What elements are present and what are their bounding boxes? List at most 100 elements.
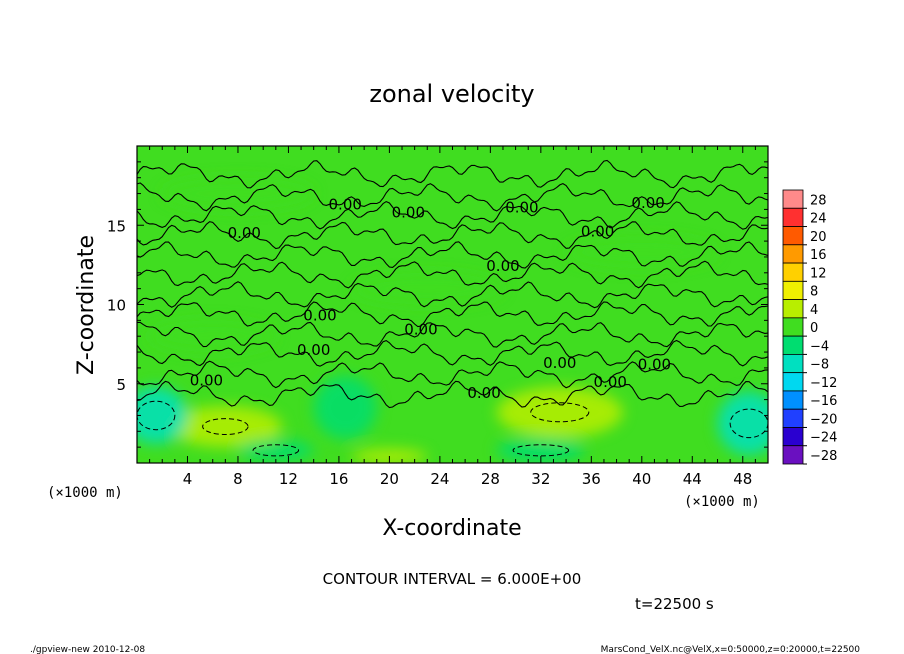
x-tick-label: 40 — [632, 470, 651, 488]
closed-contour — [729, 408, 768, 439]
contour-line — [137, 200, 768, 230]
contour-line — [137, 159, 768, 189]
field-blob — [496, 437, 586, 463]
y-axis-label: Z-coordinate — [74, 235, 99, 375]
x-tick-label: 4 — [183, 470, 193, 488]
colorbar-label: 8 — [810, 285, 818, 300]
colorbar-label: 12 — [810, 266, 827, 281]
colorbar-swatch — [782, 335, 804, 355]
contour-line — [137, 182, 768, 212]
colorbar-swatch — [782, 390, 804, 410]
contour-lines — [137, 159, 768, 457]
colorbar-label: −28 — [810, 449, 837, 464]
x-tick-label: 16 — [329, 470, 348, 488]
contour-line — [137, 281, 768, 309]
closed-contour — [137, 400, 176, 431]
closed-contour — [252, 444, 300, 457]
colorbar-swatch — [782, 262, 804, 282]
colorbar-label: −16 — [810, 394, 837, 409]
time-label: t=22500 s — [635, 595, 714, 613]
contour-label: 0.00 — [228, 224, 261, 242]
colorbar-label: 0 — [810, 321, 818, 336]
x-tick-label: 8 — [233, 470, 243, 488]
colorbar-swatch — [782, 244, 804, 264]
field-blob — [717, 391, 768, 456]
colorbar-swatch — [782, 317, 804, 337]
field-blob — [149, 320, 276, 353]
x-axis-label: X-coordinate — [382, 516, 521, 541]
x-tick-label: 36 — [582, 470, 601, 488]
x-tick-label: 44 — [683, 470, 702, 488]
colorbar-swatch — [782, 372, 804, 392]
x-tick-label: 32 — [531, 470, 550, 488]
contour-label: 0.00 — [467, 384, 500, 402]
footer-left-note: ./gpview-new 2010-12-08 — [30, 645, 145, 654]
y-tick-label: 5 — [116, 376, 126, 394]
contour-label: 0.00 — [303, 306, 336, 324]
contour-line — [137, 301, 768, 328]
contour-line — [137, 339, 768, 367]
contour-label: 0.00 — [297, 341, 330, 359]
colorbar-label: 20 — [810, 230, 827, 245]
contour-label: 0.00 — [392, 203, 425, 221]
field-blob — [313, 375, 377, 440]
colorbar-swatch — [782, 427, 804, 447]
contour-label: 0.00 — [190, 371, 223, 389]
x-axis: 4 8 12 16 20 24 28 32 36 40 44 48 — [149, 146, 769, 488]
x-tick-label: 12 — [279, 470, 298, 488]
x-unit-label: (×1000 m) — [684, 494, 760, 510]
colorbar-swatch — [782, 280, 804, 301]
field-blob — [168, 405, 283, 448]
contour-line — [137, 380, 768, 409]
contour-label: 0.00 — [543, 354, 576, 372]
x-tick-label: 20 — [380, 470, 399, 488]
field-blob — [351, 272, 503, 305]
y-tick-label: 15 — [107, 217, 126, 235]
colorbar-swatch — [782, 207, 804, 227]
field-blob — [237, 439, 314, 462]
colorbar-swatch — [782, 189, 804, 209]
field-blob — [137, 386, 188, 444]
contour-label: 0.00 — [404, 321, 437, 339]
colorbar-label: 28 — [810, 193, 827, 208]
colorbar-label: 4 — [810, 303, 818, 318]
contour-label: 0.00 — [329, 195, 362, 213]
x-tick-label: 28 — [481, 470, 500, 488]
contour-label: 0.00 — [486, 257, 519, 275]
contour-label: 0.00 — [581, 222, 614, 240]
colorbar-label: −4 — [810, 339, 829, 354]
colorbar-label: 24 — [810, 212, 827, 227]
x-tick-label: 24 — [430, 470, 449, 488]
colorbar-swatch — [782, 226, 804, 246]
chart-title: zonal velocity — [369, 80, 534, 108]
y-unit-label: (×1000 m) — [47, 485, 123, 501]
field-blob — [566, 236, 718, 269]
field-blob — [496, 386, 623, 438]
contour-label: 0.00 — [638, 355, 671, 373]
contour-line — [137, 260, 768, 289]
closed-contour — [512, 444, 570, 457]
contour-line — [137, 241, 768, 269]
field-shading — [137, 177, 768, 463]
y-tick-label: 10 — [107, 297, 126, 315]
y-axis: 5 10 15 — [107, 145, 768, 448]
footer-right-note: MarsCond_VelX.nc@VelX,x=0:50000,z=0:2000… — [601, 645, 861, 654]
colorbar-swatch — [782, 408, 804, 428]
x-tick-label: 48 — [733, 470, 752, 488]
colorbar-label: −24 — [810, 431, 837, 446]
contour-line — [137, 321, 768, 348]
closed-contour — [530, 402, 590, 423]
contour-interval-note: CONTOUR INTERVAL = 6.000E+00 — [323, 570, 582, 588]
closed-contour — [202, 418, 249, 435]
contour-labels: 0.00 0.00 0.00 0.00 0.00 0.00 0.00 0.00 0.00 0.00… — [190, 194, 671, 402]
colorbar-label: 16 — [810, 248, 827, 263]
colorbar-label: −20 — [810, 412, 837, 427]
contour-label: 0.00 — [505, 199, 538, 217]
plot-area: 0.00 0.00 0.00 0.00 0.00 0.00 0.00 0.00 0.00 0.00… — [136, 145, 769, 464]
colorbar-swatch — [782, 445, 804, 465]
field-blob — [162, 177, 314, 210]
contour-line — [137, 360, 768, 389]
colorbar-swatch — [782, 299, 804, 319]
contour-label: 0.00 — [594, 373, 627, 391]
